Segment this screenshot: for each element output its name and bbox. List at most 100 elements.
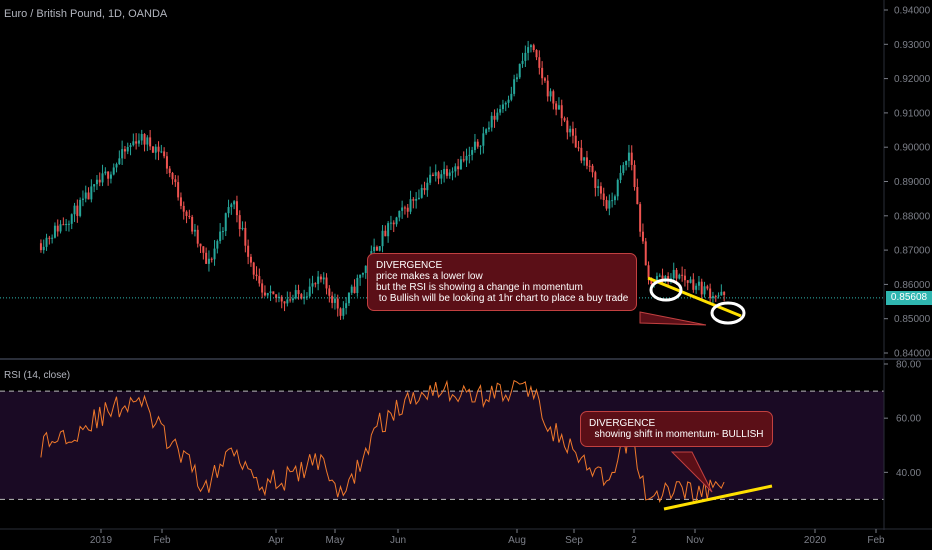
candle-body	[437, 172, 440, 179]
candle-body	[129, 145, 132, 147]
candle-body	[515, 77, 518, 80]
candle-body	[81, 198, 84, 200]
candle-body	[454, 166, 457, 172]
candle-body	[661, 275, 664, 280]
candle-body	[53, 225, 56, 238]
time-tick-label: 2019	[90, 535, 113, 546]
candle-body	[345, 303, 348, 309]
candle-body	[277, 296, 280, 299]
rsi-divergence-callout: DIVERGENCE showing shift in momentum- BU…	[580, 411, 773, 447]
price-tick-label: 0.87000	[894, 246, 931, 257]
candle-body	[636, 186, 639, 205]
candle-body	[101, 173, 104, 183]
candle-body	[510, 93, 513, 100]
candle-body	[700, 281, 703, 295]
rsi-tick-label: 40.00	[896, 468, 921, 479]
candle-body	[56, 225, 59, 232]
candle-body	[45, 237, 48, 247]
candle-body	[594, 172, 597, 188]
candle-body	[59, 224, 62, 232]
candle-body	[87, 192, 90, 200]
price-tick-label: 0.92000	[894, 74, 931, 85]
price-callout-pointer	[639, 311, 707, 326]
candle-body	[403, 207, 406, 209]
candle-body	[275, 294, 278, 299]
candle-body	[168, 168, 171, 173]
price-divergence-trendline	[647, 276, 742, 318]
price-tick-label: 0.93000	[894, 40, 931, 51]
candle-body	[457, 166, 460, 170]
candle-body	[280, 296, 283, 302]
candle-body	[415, 198, 418, 201]
candle-body	[143, 134, 146, 145]
candle-body	[583, 157, 586, 161]
candle-body	[227, 207, 230, 214]
candle-body	[283, 301, 286, 304]
candle-body	[210, 258, 213, 260]
candle-body	[163, 151, 166, 157]
time-tick-label: Aug	[508, 535, 526, 546]
candle-body	[473, 141, 476, 151]
candle-body	[219, 231, 222, 242]
price-low-circle-2	[710, 301, 746, 325]
candle-body	[401, 207, 404, 211]
candle-body	[325, 277, 328, 289]
candle-body	[588, 165, 591, 167]
time-tick-label: Jun	[390, 535, 406, 546]
candle-body	[336, 298, 339, 309]
candle-body	[353, 286, 356, 294]
candle-body	[384, 230, 387, 237]
price-tick-label: 0.88000	[894, 211, 931, 222]
candle-body	[76, 205, 79, 216]
candle-body	[448, 172, 451, 176]
candle-body	[361, 273, 364, 275]
candle-body	[79, 199, 82, 216]
candle-body	[434, 172, 437, 176]
candle-body	[266, 293, 269, 296]
candle-body	[622, 165, 625, 173]
candle-body	[118, 158, 121, 165]
candle-body	[485, 129, 488, 134]
candle-body	[681, 274, 684, 276]
candle-body	[465, 155, 468, 161]
candle-body	[672, 269, 675, 279]
candle-body	[328, 288, 331, 296]
time-tick-label: May	[326, 535, 345, 546]
candle-body	[230, 204, 233, 208]
candle-body	[221, 231, 224, 233]
candle-body	[160, 151, 163, 153]
candle-body	[574, 135, 577, 148]
rsi-tick-label: 80.00	[896, 360, 921, 371]
candle-body	[633, 164, 636, 187]
rsi-callout-pointer	[670, 451, 713, 493]
candle-body	[121, 149, 124, 159]
candle-body	[297, 290, 300, 295]
candle-body	[247, 245, 250, 257]
candle-body	[591, 165, 594, 173]
candle-body	[451, 171, 454, 173]
candle-body	[420, 188, 423, 198]
candle-body	[714, 296, 717, 298]
candle-body	[182, 205, 185, 212]
candle-body	[389, 222, 392, 224]
candle-body	[608, 200, 611, 209]
price-divergence-callout: DIVERGENCE price makes a lower low but t…	[367, 253, 638, 311]
candle-body	[51, 237, 54, 239]
candle-body	[538, 57, 541, 68]
candle-body	[255, 274, 258, 277]
candle-body	[641, 231, 644, 242]
candle-body	[543, 78, 546, 81]
time-tick-label: Feb	[153, 535, 171, 546]
candle-body	[703, 286, 706, 295]
candle-body	[720, 291, 723, 296]
candle-body	[395, 217, 398, 225]
candle-body	[272, 291, 275, 295]
candle-body	[552, 91, 555, 104]
candle-body	[146, 137, 149, 145]
candle-body	[501, 104, 504, 110]
candle-body	[171, 172, 174, 180]
last-price-tag: 0.85608	[886, 291, 932, 305]
candle-body	[577, 147, 580, 149]
candle-body	[658, 275, 661, 277]
candle-body	[174, 179, 177, 183]
